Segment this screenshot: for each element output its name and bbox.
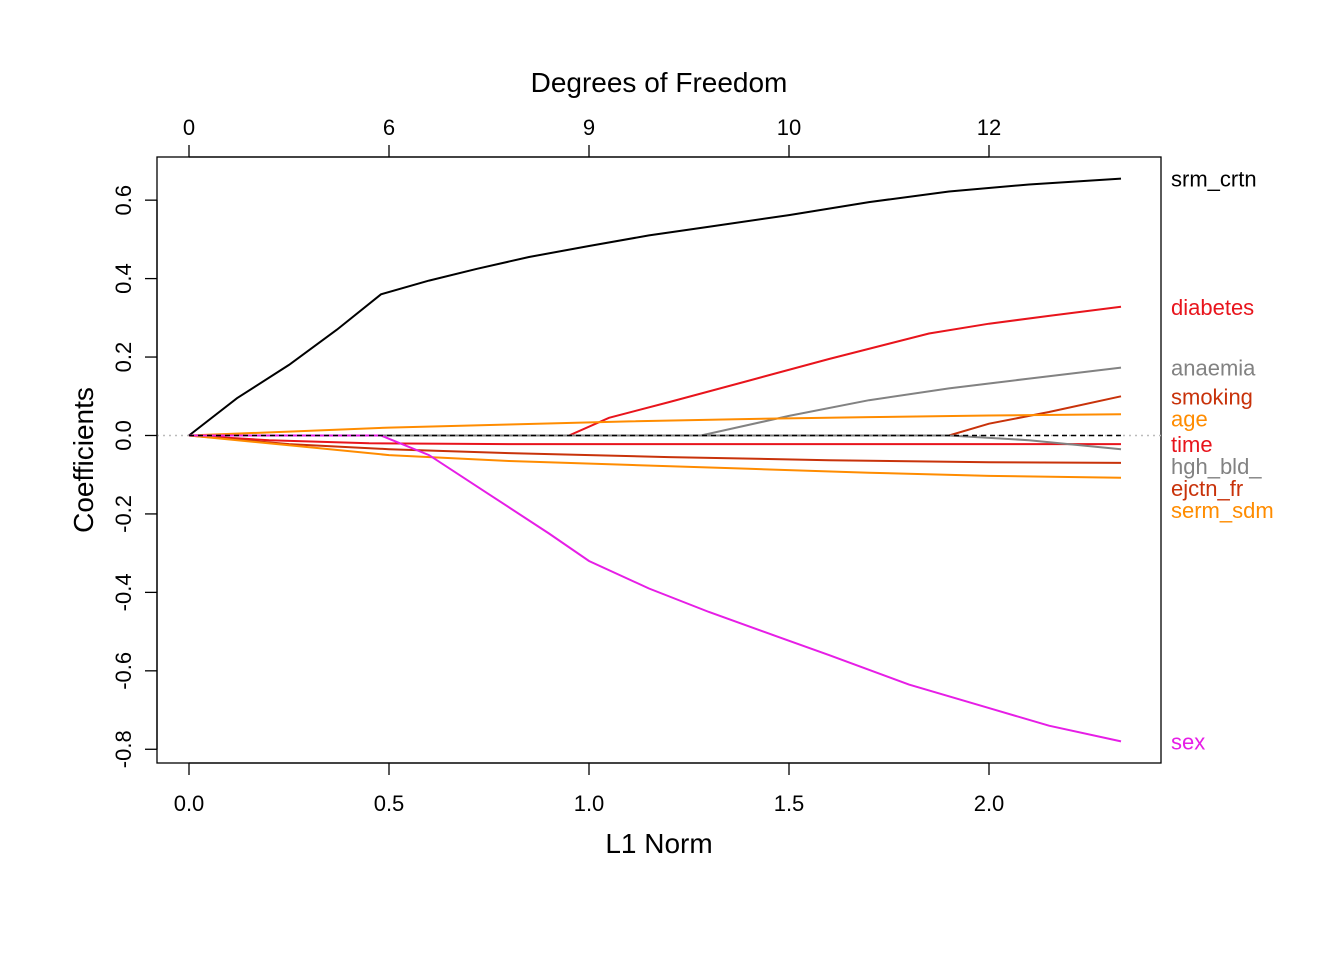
top-axis: 0 6 9 10 12	[183, 115, 1001, 158]
y-tick-label: 0.0	[111, 420, 136, 451]
series-line-srm_crtn	[188, 177, 1122, 437]
series-label-age: age	[1171, 406, 1208, 431]
series-line-ejctn_fr	[188, 434, 1122, 464]
x-tick-label: 1.0	[574, 791, 605, 816]
x-tick-label: 0.5	[374, 791, 405, 816]
series-label-hgh_bld: hgh_bld_	[1171, 454, 1262, 479]
series-line-age	[188, 413, 1122, 437]
series-line-time	[188, 434, 1121, 446]
x-tick-label: 1.5	[774, 791, 805, 816]
top-tick-label: 6	[383, 115, 395, 140]
series-line-diabetes	[189, 305, 1122, 437]
series-label-smoking: smoking	[1171, 384, 1253, 409]
plot-frame	[156, 156, 1162, 764]
x-axis-title: L1 Norm	[605, 828, 712, 859]
series-label-anaemia: anaemia	[1171, 356, 1256, 381]
x-axis: 0.0 0.5 1.0 1.5 2.0	[174, 762, 1005, 816]
series-label-srm_crtn: srm_crtn	[1171, 167, 1257, 192]
top-tick-label: 9	[583, 115, 595, 140]
series-labels: srm_crtn diabetes anaemia smokingagetimehgh…	[1171, 167, 1274, 755]
y-axis-title: Coefficients	[68, 387, 99, 533]
series-lines	[188, 177, 1122, 743]
y-tick-label: -0.4	[111, 573, 136, 611]
y-tick-label: -0.2	[111, 495, 136, 533]
series-label-ejctn_fr: ejctn_fr	[1171, 476, 1243, 501]
y-tick-label: 0.6	[111, 185, 136, 216]
series-line-sex	[189, 434, 1122, 743]
y-tick-label: 0.2	[111, 342, 136, 373]
top-tick-label: 0	[183, 115, 195, 140]
y-tick-label: -0.8	[111, 730, 136, 768]
y-tick-label: -0.6	[111, 652, 136, 690]
x-tick-label: 2.0	[974, 791, 1005, 816]
series-label-sex: sex	[1171, 729, 1205, 754]
top-tick-label: 12	[977, 115, 1001, 140]
y-axis: 0.6 0.4 0.2 0.0 -0.2 -0.4 -0.6 -0.8	[111, 185, 158, 768]
series-label-diabetes: diabetes	[1171, 295, 1254, 320]
top-axis-title: Degrees of Freedom	[531, 67, 788, 98]
y-tick-label: 0.4	[111, 263, 136, 294]
top-tick-label: 10	[777, 115, 801, 140]
series-line-serm_sdm	[188, 434, 1122, 479]
series-label-serm_sdm: serm_sdm	[1171, 498, 1274, 523]
series-label-time: time	[1171, 432, 1213, 457]
x-tick-label: 0.0	[174, 791, 205, 816]
